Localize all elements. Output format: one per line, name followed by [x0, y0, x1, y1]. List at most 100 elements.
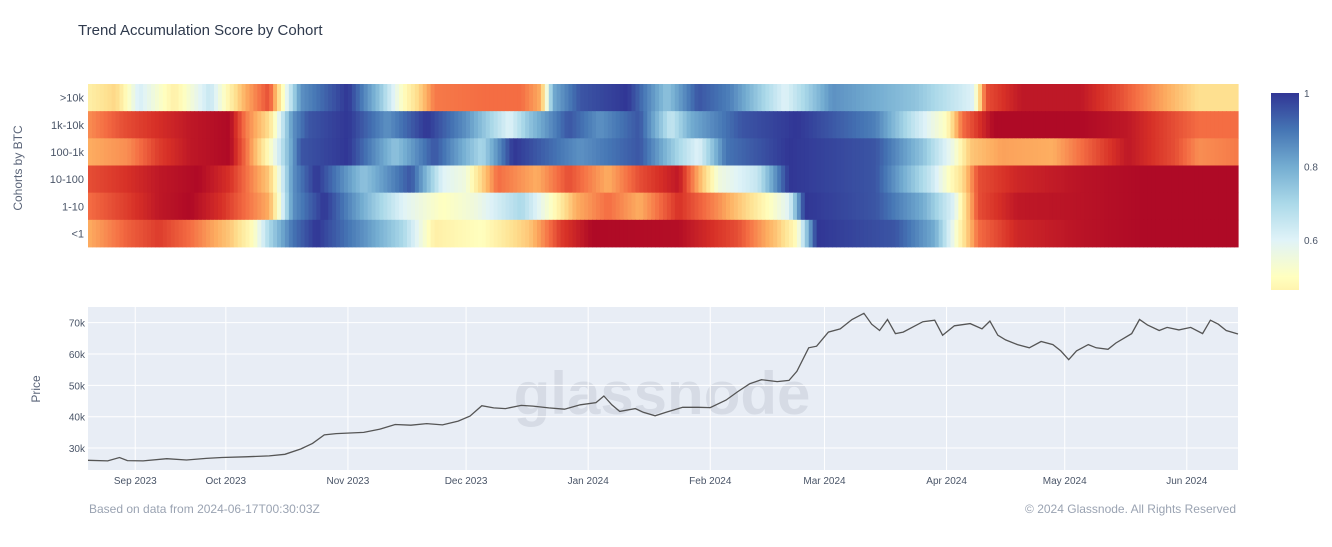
heatmap-cell — [454, 165, 459, 194]
heatmap-cell — [651, 165, 656, 194]
heatmap-cell — [1210, 192, 1215, 221]
heatmap-cell — [1198, 192, 1204, 221]
heatmap-cell — [1190, 138, 1196, 166]
heatmap-cell — [883, 165, 889, 194]
heatmap-cell — [966, 138, 971, 166]
heatmap-cell — [351, 138, 357, 166]
price-y-tick-label: 30k — [69, 444, 86, 455]
heatmap-cell — [954, 165, 959, 194]
heatmap-cell — [942, 219, 948, 248]
heatmap-cell — [942, 84, 948, 112]
heatmap-cell — [170, 138, 176, 166]
heatmap-cell — [1198, 165, 1204, 194]
heatmap-cell — [143, 84, 148, 112]
price-y-tick-label: 40k — [69, 413, 86, 424]
heatmap-cell — [540, 219, 546, 248]
heatmap-cell — [477, 84, 483, 112]
heatmap-cell — [627, 138, 633, 166]
price-y-tick-label: 70k — [69, 319, 86, 330]
heatmap-cell — [422, 138, 428, 166]
heatmap-cell — [489, 165, 495, 194]
heatmap-cell — [867, 165, 873, 194]
heatmap-cell — [1174, 165, 1180, 194]
heatmap-cell — [95, 138, 101, 166]
heatmap-cell — [261, 219, 266, 248]
heatmap-cell — [938, 111, 944, 139]
heatmap-cell — [1190, 165, 1196, 194]
heatmap-cell — [229, 111, 235, 139]
heatmap-cell — [229, 84, 235, 112]
heatmap-cell — [383, 219, 388, 248]
heatmap-cell — [781, 165, 786, 194]
heatmap-cell — [158, 84, 164, 112]
heatmap-cell — [1084, 111, 1089, 139]
heatmap-cell — [1222, 192, 1227, 221]
heatmap-cell — [938, 219, 944, 248]
heatmap-cell — [611, 84, 617, 112]
heatmap-cell — [899, 111, 904, 139]
heatmap-cell — [1206, 111, 1212, 139]
heatmap-cell — [682, 192, 688, 221]
heatmap-cell — [926, 192, 932, 221]
heatmap-cell — [151, 111, 156, 139]
heatmap-cell — [1005, 138, 1011, 166]
heatmap-cell — [477, 111, 483, 139]
heatmap-cell — [1092, 111, 1097, 139]
heatmap-cell — [615, 111, 621, 139]
heatmap-cell — [556, 165, 562, 194]
heatmap-cell — [548, 84, 554, 112]
heatmap-cell — [265, 138, 270, 166]
heatmap-cell — [694, 138, 700, 166]
heatmap-cell — [533, 219, 538, 248]
heatmap-cell — [844, 111, 849, 139]
heatmap-cell — [391, 138, 396, 166]
heatmap-cell — [513, 192, 518, 221]
heatmap-cell — [1052, 111, 1058, 139]
heatmap-cell — [367, 165, 373, 194]
heatmap-cell — [1143, 138, 1149, 166]
price-x-tick-label: Mar 2024 — [803, 476, 846, 487]
heatmap-cell — [875, 192, 881, 221]
heatmap-cell — [915, 84, 920, 112]
heatmap-cell — [426, 138, 432, 166]
heatmap-cell — [729, 84, 735, 112]
heatmap-cell — [237, 165, 243, 194]
heatmap-cell — [253, 219, 258, 248]
heatmap-cell — [249, 165, 255, 194]
heatmap-cell — [88, 84, 93, 112]
heatmap-cell — [1041, 192, 1046, 221]
heatmap-cell — [513, 84, 518, 112]
heatmap-cell — [497, 192, 503, 221]
heatmap-cell — [119, 111, 125, 139]
heatmap-cell — [225, 192, 231, 221]
heatmap-cell — [950, 219, 956, 248]
heatmap-cell — [800, 138, 806, 166]
heatmap-cell — [91, 84, 97, 112]
heatmap-cell — [702, 111, 707, 139]
heatmap-cell — [1210, 84, 1215, 112]
heatmap-cell — [466, 138, 471, 166]
heatmap-cell — [95, 84, 101, 112]
heatmap-cell — [643, 192, 648, 221]
heatmap-cell — [922, 165, 928, 194]
heatmap-cell — [627, 219, 633, 248]
heatmap-cell — [513, 219, 518, 248]
heatmap-cell — [828, 111, 833, 139]
heatmap-cell — [749, 84, 755, 112]
heatmap-cell — [804, 111, 810, 139]
heatmap-cell — [501, 165, 507, 194]
heatmap-cell — [982, 138, 987, 166]
heatmap-cell — [1048, 111, 1054, 139]
heatmap-cell — [540, 192, 546, 221]
heatmap-cell — [1009, 84, 1015, 112]
heatmap-cell — [643, 111, 648, 139]
heatmap-cell — [359, 192, 365, 221]
heatmap-cell — [942, 111, 948, 139]
heatmap-cell — [351, 84, 357, 112]
heatmap-cell — [1048, 219, 1054, 248]
heatmap-cell — [556, 192, 562, 221]
heatmap-cell — [426, 111, 432, 139]
heatmap-cell — [470, 192, 475, 221]
heatmap-cell — [517, 138, 522, 166]
heatmap-cell — [887, 192, 893, 221]
